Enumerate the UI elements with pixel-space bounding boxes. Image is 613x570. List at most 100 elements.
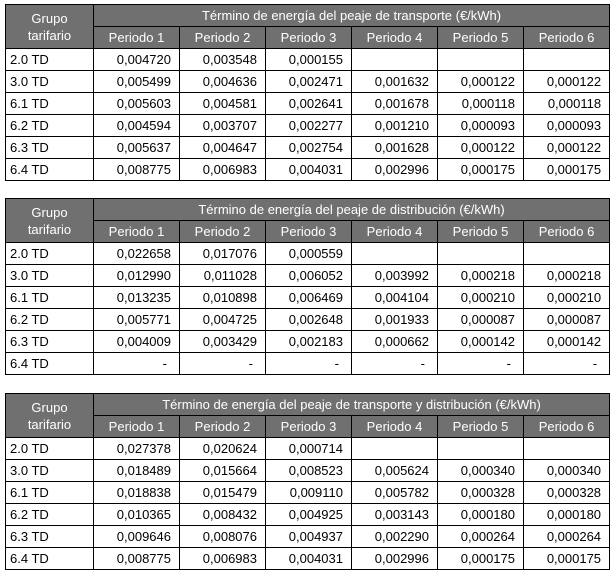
value-cell: 0,000122 xyxy=(437,70,524,93)
value-cell: - xyxy=(351,352,438,375)
value-cell: 0,015479 xyxy=(179,481,266,504)
group-cell: 6.1 TD xyxy=(5,286,94,309)
value-cell: 0,000559 xyxy=(265,242,352,265)
group-cell: 3.0 TD xyxy=(5,264,94,287)
value-cell: 0,001210 xyxy=(351,114,438,137)
value-cell: 0,004937 xyxy=(265,525,352,548)
period-header-row: Periodo 1 Periodo 2 Periodo 3 Periodo 4 Peri… xyxy=(6,26,611,49)
value-cell xyxy=(437,242,524,265)
value-cell: 0,003548 xyxy=(179,48,266,71)
group-cell: 6.4 TD xyxy=(5,352,94,375)
table-row: 6.2 TD 0,004594 0,003707 0,002277 0,001210 0,… xyxy=(5,114,611,137)
value-cell: 0,005637 xyxy=(93,136,180,159)
group-header-cell: Grupo tarifario xyxy=(5,4,94,49)
value-cell: 0,008775 xyxy=(93,158,180,181)
value-cell: 0,004031 xyxy=(265,158,352,181)
value-cell: 0,000175 xyxy=(437,158,524,181)
value-cell: - xyxy=(179,352,266,375)
period-header-2: Periodo 2 xyxy=(179,415,266,438)
table-row: 6.3 TD 0,005637 0,004647 0,002754 0,001628 0,… xyxy=(5,136,611,159)
value-cell: 0,002183 xyxy=(265,330,352,353)
table-row: 6.1 TD 0,013235 0,010898 0,006469 0,004104 0,… xyxy=(5,286,611,309)
value-cell: 0,005771 xyxy=(93,308,180,331)
value-cell: 0,000264 xyxy=(437,525,524,548)
value-cell: 0,002290 xyxy=(351,525,438,548)
value-cell: 0,000180 xyxy=(522,503,611,526)
value-cell: 0,000175 xyxy=(522,547,611,570)
value-cell: 0,004594 xyxy=(93,114,180,137)
table-row: 6.2 TD 0,005771 0,004725 0,002648 0,001933 0,… xyxy=(5,308,611,331)
value-cell xyxy=(351,242,438,265)
period-header-4: Periodo 4 xyxy=(351,220,438,243)
value-cell: 0,002641 xyxy=(265,92,352,115)
value-cell: 0,011028 xyxy=(179,264,266,287)
value-cell: 0,004009 xyxy=(93,330,180,353)
table-header-row: Grupo tarifario Término de energía del pea… xyxy=(5,4,611,49)
value-cell: 0,000122 xyxy=(522,136,611,159)
value-cell: 0,022658 xyxy=(93,242,180,265)
group-cell: 2.0 TD xyxy=(5,242,94,265)
value-cell xyxy=(522,242,611,265)
value-cell: 0,002996 xyxy=(351,158,438,181)
value-cell: 0,003707 xyxy=(179,114,266,137)
value-cell: 0,004725 xyxy=(179,308,266,331)
table-row: 3.0 TD 0,012990 0,011028 0,006052 0,003992 0,… xyxy=(5,264,611,287)
value-cell: 0,000328 xyxy=(522,481,611,504)
table-title: Término de energía del peaje de transpor… xyxy=(92,4,611,27)
period-header-row: Periodo 1 Periodo 2 Periodo 3 Periodo 4 Peri… xyxy=(6,220,611,243)
value-cell: 0,015664 xyxy=(179,459,266,482)
value-cell: 0,020624 xyxy=(179,437,266,460)
value-cell: 0,004104 xyxy=(351,286,438,309)
value-cell xyxy=(351,48,438,71)
table-title: Término de energía del peaje de transpor… xyxy=(92,393,611,416)
value-cell: 0,004581 xyxy=(179,92,266,115)
value-cell: 0,027378 xyxy=(93,437,180,460)
group-cell: 6.4 TD xyxy=(5,547,94,570)
value-cell: 0,000087 xyxy=(437,308,524,331)
period-header-1: Periodo 1 xyxy=(93,26,180,49)
table-row: 6.3 TD 0,009646 0,008076 0,004937 0,002290 0,… xyxy=(5,525,611,548)
value-cell: 0,008523 xyxy=(265,459,352,482)
value-cell: 0,005603 xyxy=(93,92,180,115)
value-cell: 0,001628 xyxy=(351,136,438,159)
period-header-3: Periodo 3 xyxy=(265,26,352,49)
table-row: 6.4 TD - - - - - - xyxy=(5,352,611,375)
value-cell: 0,018838 xyxy=(93,481,180,504)
table-row: 6.3 TD 0,004009 0,003429 0,002183 0,000662 0,… xyxy=(5,330,611,353)
group-cell: 6.3 TD xyxy=(5,525,94,548)
value-cell xyxy=(522,437,611,460)
value-cell: 0,005782 xyxy=(351,481,438,504)
value-cell: 0,004647 xyxy=(179,136,266,159)
table-row: 6.4 TD 0,008775 0,006983 0,004031 0,002996 0,… xyxy=(5,158,611,181)
value-cell: 0,009110 xyxy=(265,481,352,504)
value-cell: 0,000155 xyxy=(265,48,352,71)
value-cell: 0,000118 xyxy=(437,92,524,115)
value-cell: 0,000093 xyxy=(437,114,524,137)
period-header-5: Periodo 5 xyxy=(437,26,524,49)
value-cell: 0,001678 xyxy=(351,92,438,115)
table-header-row: Grupo tarifario Término de energía del pea… xyxy=(5,198,611,243)
value-cell: 0,000122 xyxy=(437,136,524,159)
value-cell: 0,000714 xyxy=(265,437,352,460)
value-cell: 0,000142 xyxy=(437,330,524,353)
group-cell: 6.2 TD xyxy=(5,114,94,137)
value-cell: 0,008076 xyxy=(179,525,266,548)
value-cell xyxy=(437,437,524,460)
value-cell: 0,010898 xyxy=(179,286,266,309)
value-cell: 0,000662 xyxy=(351,330,438,353)
value-cell: 0,001632 xyxy=(351,70,438,93)
value-cell: 0,003143 xyxy=(351,503,438,526)
value-cell: 0,017076 xyxy=(179,242,266,265)
value-cell: 0,000093 xyxy=(522,114,611,137)
group-cell: 3.0 TD xyxy=(5,459,94,482)
value-cell: 0,018489 xyxy=(93,459,180,482)
value-cell: 0,004636 xyxy=(179,70,266,93)
value-cell xyxy=(351,437,438,460)
value-cell: 0,000122 xyxy=(522,70,611,93)
value-cell: - xyxy=(522,352,611,375)
group-cell: 6.2 TD xyxy=(5,308,94,331)
period-header-row: Periodo 1 Periodo 2 Periodo 3 Periodo 4 Peri… xyxy=(6,415,611,438)
group-header-line-2: tarifario xyxy=(27,221,72,237)
value-cell: 0,000218 xyxy=(522,264,611,287)
value-cell: 0,008432 xyxy=(179,503,266,526)
